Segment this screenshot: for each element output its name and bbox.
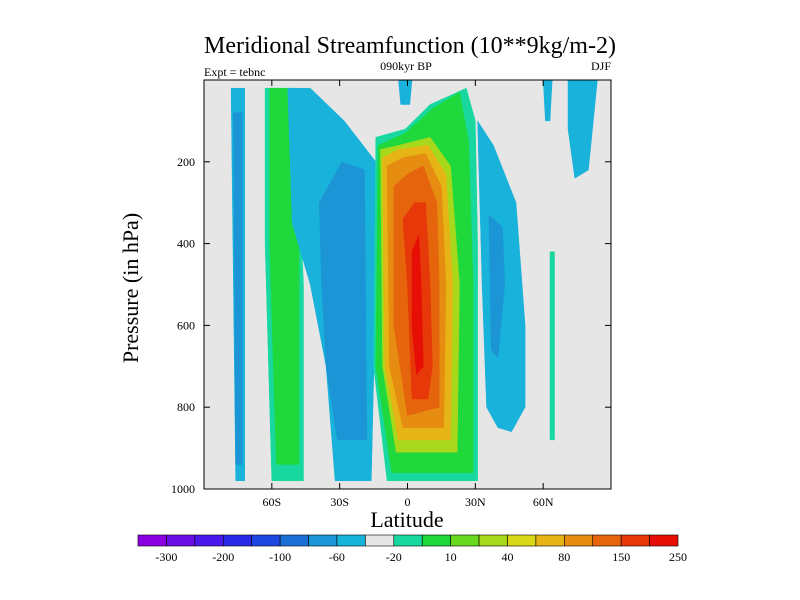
y-axis-label: Pressure (in hPa) [118,213,143,363]
colorbar-swatch [251,534,281,547]
colorbar-swatch [336,534,366,547]
x-axis-label: Latitude [370,507,443,532]
y-axis-ticks: 200 400 600 800 1000 [171,155,611,496]
y-tick-label: 600 [177,318,195,332]
colorbar-swatch [393,534,423,547]
subtitle-center: 090kyr BP [380,59,432,73]
colorbar-swatch [592,534,622,547]
colorbar-label: -100 [269,550,291,564]
colorbar-label: -20 [386,550,402,564]
y-tick-label: 800 [177,400,195,414]
y-tick-label: 200 [177,155,195,169]
colorbar-labels: -300 -200 -100 -60 -20 10 40 80 150 250 [155,550,687,564]
chart-title: Meridional Streamfunction (10**9kg/m-2) [204,33,616,59]
colorbar-swatch [620,534,650,547]
colorbar-swatch [137,534,167,547]
contour-regions [230,79,598,482]
x-tick-label: 30N [465,495,486,509]
x-tick-label: 0 [405,495,411,509]
colorbar-swatch [365,534,395,547]
region-band-30s-inner [319,161,368,441]
subtitle-right: DJF [591,59,611,73]
subtitle-left: Expt = tebnc [204,65,265,79]
colorbar-label: 80 [558,550,570,564]
y-tick-label: 400 [177,237,195,251]
colorbar-swatch [507,534,537,547]
colorbar [137,534,679,547]
colorbar-swatch [421,534,451,547]
colorbar-swatch [166,534,196,547]
x-tick-label: 60S [262,495,281,509]
region-band-55s-inner [233,112,243,465]
colorbar-swatch [535,534,565,547]
colorbar-label: -300 [155,550,177,564]
region-cell-core [411,235,424,376]
colorbar-label: 10 [445,550,457,564]
x-tick-label: 30S [330,495,349,509]
colorbar-swatch [194,534,224,547]
region-top-tuft-0 [398,79,413,105]
colorbar-label: 40 [502,550,514,564]
x-tick-label: 60N [533,495,554,509]
colorbar-label: -200 [212,550,234,564]
colorbar-swatch [478,534,508,547]
region-band-60n-green [549,251,555,441]
colorbar-swatch [564,534,594,547]
colorbar-swatch [279,534,309,547]
colorbar-swatch [649,534,679,547]
colorbar-swatch [222,534,252,547]
colorbar-swatch [308,534,338,547]
region-band-40n-inner [488,214,505,359]
y-tick-label: 1000 [171,482,195,496]
x-axis-ticks: 60S 30S 0 30N 60N [262,80,554,509]
colorbar-label: 150 [612,550,630,564]
colorbar-swatch [450,534,480,547]
colorbar-label: -60 [329,550,345,564]
colorbar-label: 250 [669,550,687,564]
